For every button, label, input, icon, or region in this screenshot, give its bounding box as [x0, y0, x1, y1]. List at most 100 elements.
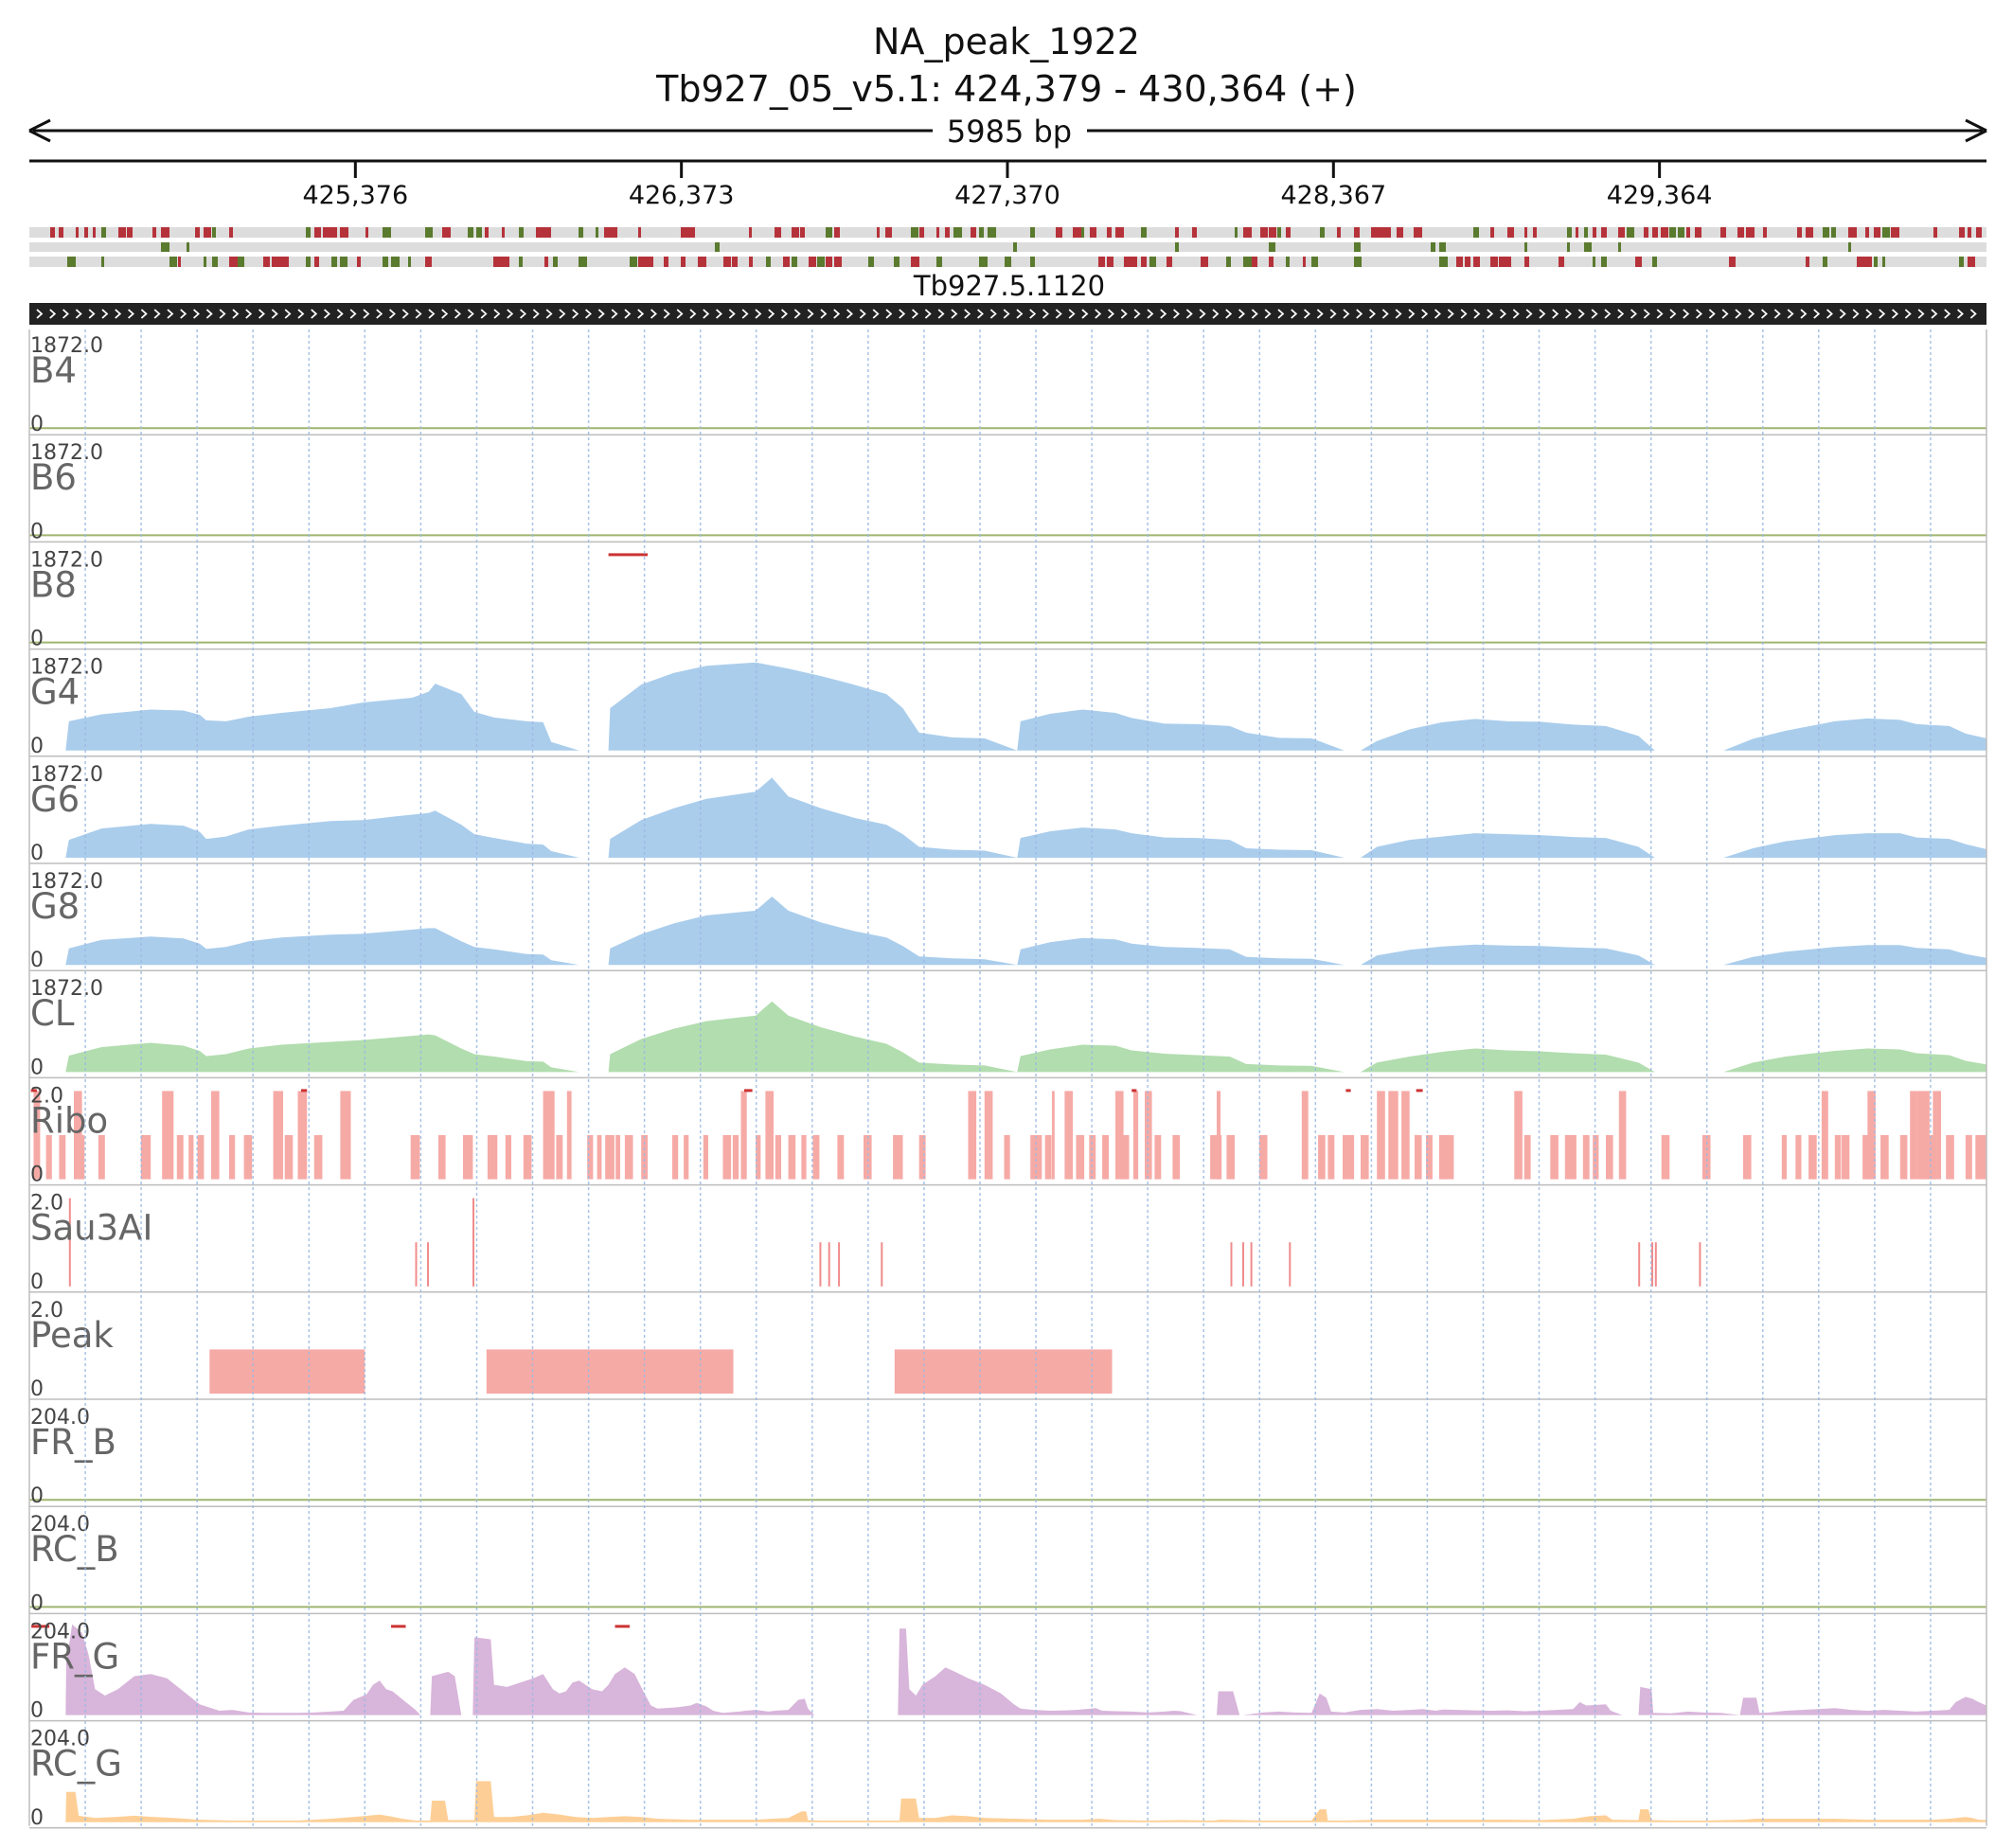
sequence-mark	[749, 227, 752, 238]
track-bar	[740, 1091, 747, 1180]
sequence-mark	[323, 227, 331, 238]
track-max-label: 2.0	[30, 1084, 63, 1108]
track-clip-marker	[391, 1625, 406, 1628]
track-name-label: FR_B	[30, 1422, 116, 1463]
track-name-label: Peak	[30, 1315, 114, 1356]
sequence-mark	[1806, 227, 1813, 238]
sequence-mark	[1311, 257, 1318, 267]
sequence-mark	[1524, 257, 1529, 267]
track-min-label: 0	[30, 949, 44, 972]
track-fr-g: 204.0FR_G 0	[29, 1620, 1986, 1723]
track-coverage-area	[29, 1001, 1986, 1073]
sequence-mark	[664, 257, 668, 267]
track-min-label: 0	[30, 628, 44, 651]
sequence-mark	[1337, 227, 1341, 238]
track-bar	[1004, 1135, 1010, 1180]
track-min-label: 0	[30, 1484, 44, 1508]
sequence-mark	[1456, 257, 1463, 267]
sequence-mark	[1243, 227, 1252, 238]
track-coverage-area	[29, 1781, 1986, 1822]
track-g4: 1872.0G4 0	[29, 656, 1986, 758]
track-bar	[1258, 1135, 1268, 1180]
track-bar	[1514, 1091, 1523, 1180]
sequence-mark	[76, 227, 79, 238]
sequence-mark	[809, 257, 816, 267]
track-bar	[1230, 1242, 1233, 1287]
sequence-mark	[1678, 227, 1684, 238]
track-bar	[1841, 1135, 1850, 1180]
sequence-mark	[1073, 227, 1081, 238]
track-bar	[641, 1135, 649, 1180]
sequence-mark	[1601, 227, 1607, 238]
sequence-mark	[1397, 227, 1403, 238]
track-min-label: 0	[30, 1164, 44, 1187]
track-bar	[1862, 1135, 1869, 1180]
sequence-mark	[536, 227, 544, 238]
span-arrow-left-icon	[28, 118, 51, 143]
track-bar	[1593, 1135, 1599, 1180]
track-bar	[775, 1135, 781, 1180]
sequence-mark	[1524, 242, 1527, 252]
sequence-mark	[681, 227, 689, 238]
sequence-mark	[1354, 257, 1362, 267]
track-bar	[1699, 1242, 1701, 1287]
sequence-mark	[834, 257, 842, 267]
span-arrow-right-icon	[1965, 118, 1987, 143]
sequence-mark	[1865, 257, 1872, 267]
track-bar	[427, 1242, 429, 1287]
sequence-mark	[1260, 227, 1268, 238]
track-bar	[313, 1135, 323, 1180]
sequence-mark	[1490, 227, 1494, 238]
sequence-mark	[1243, 257, 1252, 267]
track-min-label: 0	[30, 1270, 44, 1294]
track-name-label: RC_B	[30, 1529, 119, 1570]
sequence-mark	[1081, 227, 1084, 238]
sequence-mark	[877, 227, 880, 238]
track-name-label: FR_G	[30, 1636, 119, 1677]
track-min-label: 0	[30, 1377, 44, 1401]
sequence-mark	[1380, 227, 1388, 238]
track-bar	[1946, 1135, 1954, 1180]
sequence-mark	[1797, 227, 1802, 238]
track-bar	[984, 1091, 993, 1180]
sequence-mark	[229, 257, 238, 267]
track-bar	[1343, 1135, 1355, 1180]
sequence-mark	[936, 257, 942, 267]
sequence-mark	[1192, 227, 1197, 238]
sequence-mark	[1201, 257, 1208, 267]
sequence-mark	[1865, 227, 1869, 238]
track-bar	[1377, 1091, 1385, 1180]
track-bar	[1030, 1135, 1042, 1180]
sequence-row-1	[29, 227, 1986, 238]
sequence-mark	[340, 257, 347, 267]
sequence-mark	[1371, 227, 1380, 238]
sequence-mark	[800, 227, 805, 238]
sequence-mark	[1627, 227, 1634, 238]
sequence-mark	[1584, 242, 1592, 252]
sequence-mark	[1439, 242, 1446, 252]
track-bar	[1250, 1242, 1253, 1287]
sequence-mark	[272, 257, 280, 267]
track-fr-b: 204.0FR_B 0	[29, 1406, 1986, 1508]
sequence-mark	[383, 227, 391, 238]
track-bar	[1808, 1135, 1817, 1180]
sequence-mark	[263, 257, 270, 267]
track-name-label: B4	[30, 350, 77, 391]
span-length-label: 5985 bp	[947, 114, 1072, 150]
sequence-mark	[391, 257, 400, 267]
sequence-mark	[1507, 227, 1514, 238]
sequence-mark	[1056, 227, 1062, 238]
track-max-label: 2.0	[30, 1192, 63, 1216]
sequence-mark	[425, 227, 433, 238]
sequence-mark	[195, 227, 200, 238]
sequence-mark	[1848, 242, 1851, 252]
sequence-mark	[868, 257, 874, 267]
sequence-mark	[306, 257, 311, 267]
track-bar	[703, 1135, 708, 1180]
track-bar	[881, 1242, 883, 1287]
track-bar	[243, 1135, 253, 1180]
sequence-mark	[1763, 227, 1767, 238]
sequence-mark	[1499, 257, 1507, 267]
